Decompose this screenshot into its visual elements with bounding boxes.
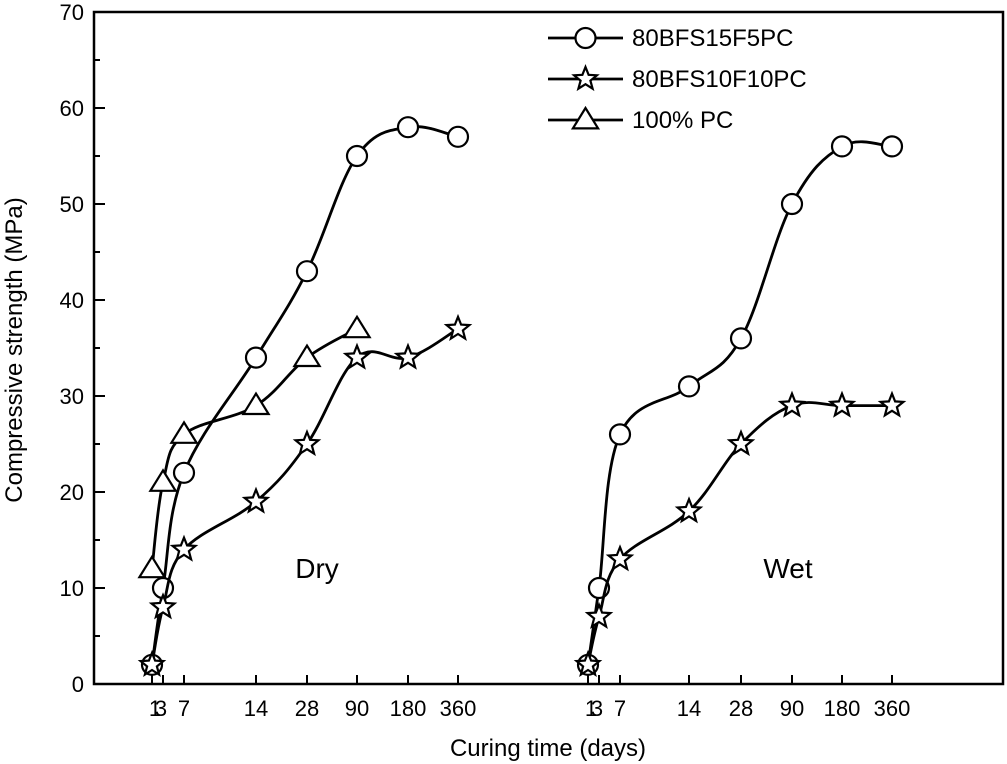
x-tick-label: 1 bbox=[585, 696, 597, 721]
star-marker bbox=[342, 342, 372, 370]
star-marker bbox=[571, 64, 600, 92]
x-tick-label: 3 bbox=[155, 696, 167, 721]
star-marker bbox=[605, 544, 635, 572]
x-axis-title: Curing time (days) bbox=[450, 735, 646, 762]
plot-frame bbox=[92, 10, 1005, 686]
triangle-marker bbox=[241, 391, 271, 416]
y-tick-label: 40 bbox=[60, 288, 84, 313]
series-dry-2 bbox=[137, 314, 372, 579]
x-tick-label: 14 bbox=[244, 696, 268, 721]
x-tick-label: 3 bbox=[591, 696, 603, 721]
circle-marker bbox=[295, 260, 319, 283]
x-axis: 13 7 14 28 90 180 360 13 7 14 28 90 180 360 bbox=[149, 675, 910, 721]
legend: 80BFS15F5PC 80BFS10F10PC 100% PC bbox=[548, 25, 807, 134]
x-tick-label: 360 bbox=[440, 696, 477, 721]
panel-label-dry: Dry bbox=[295, 553, 339, 584]
star-marker bbox=[674, 496, 704, 524]
circle-marker bbox=[172, 461, 196, 484]
star-marker bbox=[148, 592, 178, 620]
circle-marker bbox=[830, 135, 854, 158]
x-tick-label: 7 bbox=[614, 696, 626, 721]
circle-marker bbox=[677, 375, 701, 398]
series-line bbox=[150, 327, 459, 666]
y-tick-label: 10 bbox=[60, 576, 84, 601]
legend-item: 80BFS15F5PC bbox=[548, 25, 793, 52]
circle-marker bbox=[780, 192, 804, 216]
star-marker bbox=[726, 429, 756, 457]
legend-label: 100% PC bbox=[632, 107, 733, 134]
y-tick-label: 0 bbox=[72, 672, 84, 697]
legend-item: 80BFS10F10PC bbox=[548, 64, 807, 93]
x-tick-label: 28 bbox=[729, 696, 753, 721]
x-tick-label: 180 bbox=[390, 696, 427, 721]
star-marker bbox=[827, 390, 857, 418]
series-dry-1 bbox=[137, 313, 473, 677]
triangle-marker bbox=[570, 105, 601, 130]
star-marker bbox=[241, 486, 271, 514]
star-marker bbox=[584, 601, 614, 629]
circle-marker bbox=[608, 423, 632, 446]
circle-marker bbox=[244, 346, 268, 369]
x-tick-label: 14 bbox=[677, 696, 701, 721]
x-tick-label: 7 bbox=[178, 696, 190, 721]
y-tick-label: 30 bbox=[60, 384, 84, 409]
legend-label: 80BFS15F5PC bbox=[632, 25, 793, 52]
star-marker bbox=[777, 390, 807, 418]
legend-label: 80BFS10F10PC bbox=[632, 66, 807, 93]
series-layer bbox=[137, 116, 907, 677]
x-tick-label: 1 bbox=[149, 696, 161, 721]
circle-marker bbox=[880, 135, 904, 158]
star-marker bbox=[877, 390, 907, 418]
triangle-marker bbox=[137, 554, 167, 579]
y-tick-label: 60 bbox=[60, 96, 84, 121]
triangle-marker bbox=[169, 420, 199, 444]
circle-marker bbox=[446, 125, 470, 148]
series-line bbox=[586, 140, 893, 666]
panel-label-wet: Wet bbox=[763, 553, 812, 584]
star-marker bbox=[443, 313, 473, 341]
series-wet-1 bbox=[573, 390, 907, 677]
x-tick-label: 360 bbox=[874, 696, 911, 721]
star-marker bbox=[393, 342, 423, 370]
y-axis-title: Compressive strength (MPa) bbox=[1, 197, 28, 502]
series-dry-0 bbox=[140, 116, 470, 676]
y-tick-label: 50 bbox=[60, 192, 84, 217]
x-tick-label: 90 bbox=[780, 696, 804, 721]
triangle-marker bbox=[292, 343, 322, 368]
y-tick-label: 20 bbox=[60, 480, 84, 505]
series-line bbox=[150, 125, 459, 666]
star-marker bbox=[573, 649, 603, 677]
star-marker bbox=[292, 429, 322, 457]
circle-marker bbox=[729, 327, 753, 350]
legend-item: 100% PC bbox=[548, 105, 733, 134]
triangle-marker bbox=[148, 468, 178, 492]
x-tick-label: 90 bbox=[345, 696, 369, 721]
circle-marker bbox=[574, 26, 597, 50]
series-line bbox=[586, 401, 892, 666]
y-axis: 0 10 20 30 40 50 60 70 bbox=[60, 0, 105, 697]
star-marker bbox=[137, 649, 167, 677]
triangle-marker bbox=[342, 314, 372, 339]
circle-marker bbox=[396, 116, 420, 139]
y-tick-label: 70 bbox=[60, 0, 84, 25]
circle-marker bbox=[345, 144, 369, 168]
star-marker bbox=[169, 534, 199, 562]
plot-border bbox=[92, 10, 1005, 686]
x-tick-label: 180 bbox=[824, 696, 861, 721]
x-tick-label: 28 bbox=[295, 696, 319, 721]
